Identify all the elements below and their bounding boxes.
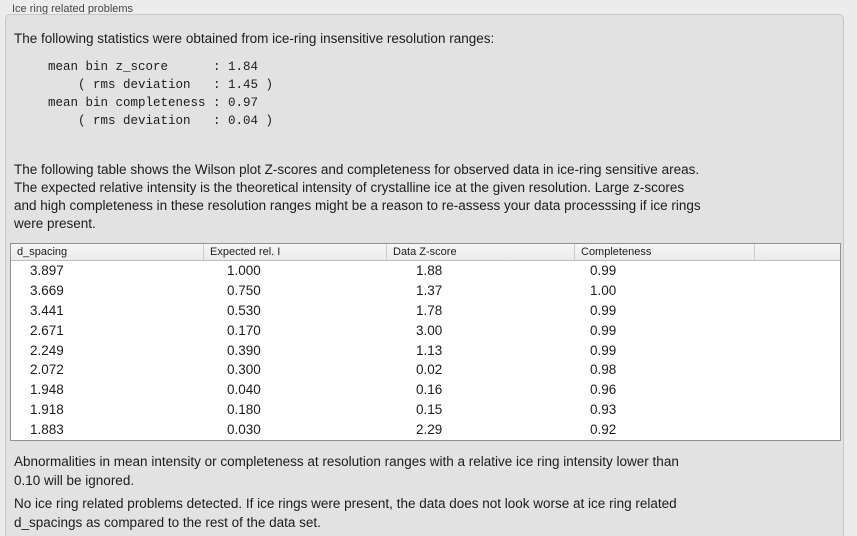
table-cell: 0.02 bbox=[416, 362, 443, 378]
table-cell: 2.29 bbox=[416, 422, 443, 438]
table-cell: 1.000 bbox=[227, 263, 261, 278]
table-header-row: d_spacing Expected rel. I Data Z-score C… bbox=[11, 244, 840, 261]
table-cell: 3.669 bbox=[30, 282, 64, 298]
ignore-note-text: Abnormalities in mean intensity or compl… bbox=[14, 454, 679, 489]
table-cell: 3.441 bbox=[30, 302, 64, 318]
table-row[interactable]: 3.441 0.530 1.78 0.99 bbox=[11, 301, 840, 321]
table-cell: 1.948 bbox=[30, 382, 64, 398]
table-cell: 0.530 bbox=[227, 302, 261, 318]
table-cell: 0.750 bbox=[227, 282, 261, 298]
table-cell: 0.16 bbox=[416, 382, 443, 398]
table-cell: 0.99 bbox=[590, 322, 617, 338]
table-cell: 1.883 bbox=[30, 422, 64, 438]
column-header-expected-rel-i[interactable]: Expected rel. I bbox=[203, 244, 386, 260]
table-cell bbox=[754, 380, 840, 400]
table-cell: 1.88 bbox=[416, 263, 443, 278]
table-row[interactable]: 3.669 0.750 1.37 1.00 bbox=[11, 281, 840, 301]
table-cell: 0.99 bbox=[590, 302, 617, 318]
table-cell: 1.13 bbox=[416, 342, 443, 358]
table-cell: 2.671 bbox=[30, 322, 64, 338]
table-cell: 2.072 bbox=[30, 362, 64, 378]
table-row[interactable]: 2.072 0.300 0.02 0.98 bbox=[11, 360, 840, 380]
table-cell bbox=[754, 360, 840, 380]
table-cell: 0.99 bbox=[590, 342, 617, 358]
table-cell bbox=[754, 281, 840, 301]
table-cell bbox=[754, 400, 840, 420]
table-row[interactable]: 3.897 1.000 1.88 0.99 bbox=[11, 261, 840, 281]
table-cell: 1.918 bbox=[30, 402, 64, 418]
stats-block: mean bin z_score : 1.84 ( rms deviation … bbox=[48, 60, 274, 128]
column-header-data-z-score[interactable]: Data Z-score bbox=[386, 244, 574, 260]
table-cell: 0.93 bbox=[590, 402, 617, 418]
table-cell bbox=[754, 261, 840, 281]
table-row[interactable]: 1.883 0.030 2.29 0.92 bbox=[11, 420, 840, 440]
table-cell: 0.300 bbox=[227, 362, 261, 378]
table-cell: 1.37 bbox=[416, 282, 443, 298]
table-cell: 0.99 bbox=[590, 263, 617, 278]
ice-ring-panel: The following statistics were obtained f… bbox=[5, 14, 844, 536]
ice-ring-table: d_spacing Expected rel. I Data Z-score C… bbox=[10, 243, 841, 442]
column-header-d-spacing[interactable]: d_spacing bbox=[17, 246, 68, 258]
table-cell: 0.040 bbox=[227, 382, 261, 398]
table-row[interactable]: 2.249 0.390 1.13 0.99 bbox=[11, 341, 840, 361]
table-cell: 2.249 bbox=[30, 342, 64, 358]
table-cell: 0.180 bbox=[227, 402, 261, 418]
conclusion-text: No ice ring related problems detected. I… bbox=[14, 496, 677, 531]
table-cell: 3.897 bbox=[30, 263, 64, 278]
table-cell bbox=[754, 341, 840, 361]
table-cell: 3.00 bbox=[416, 322, 443, 338]
table-cell bbox=[754, 301, 840, 321]
table-caption-text: The following table shows the Wilson plo… bbox=[14, 162, 701, 231]
table-cell: 1.00 bbox=[590, 282, 617, 298]
column-header-empty bbox=[754, 244, 840, 260]
table-cell: 0.030 bbox=[227, 422, 261, 438]
section-title: Ice ring related problems bbox=[12, 3, 134, 15]
table-cell: 0.15 bbox=[416, 402, 443, 418]
table-cell: 0.96 bbox=[590, 382, 617, 398]
table-cell bbox=[754, 420, 840, 440]
table-cell: 0.92 bbox=[590, 422, 617, 438]
table-row[interactable]: 1.918 0.180 0.15 0.93 bbox=[11, 400, 840, 420]
table-cell: 0.390 bbox=[227, 342, 261, 358]
table-cell: 1.78 bbox=[416, 302, 443, 318]
table-cell: 0.170 bbox=[227, 322, 261, 338]
table-row[interactable]: 2.671 0.170 3.00 0.99 bbox=[11, 321, 840, 341]
table-cell: 0.98 bbox=[590, 362, 617, 378]
intro-text: The following statistics were obtained f… bbox=[14, 31, 495, 46]
column-header-completeness[interactable]: Completeness bbox=[574, 244, 754, 260]
table-body: 3.897 1.000 1.88 0.99 3.669 0.750 1.37 1.00 3.44… bbox=[11, 261, 840, 440]
table-row[interactable]: 1.948 0.040 0.16 0.96 bbox=[11, 380, 840, 400]
table-cell bbox=[754, 321, 840, 341]
